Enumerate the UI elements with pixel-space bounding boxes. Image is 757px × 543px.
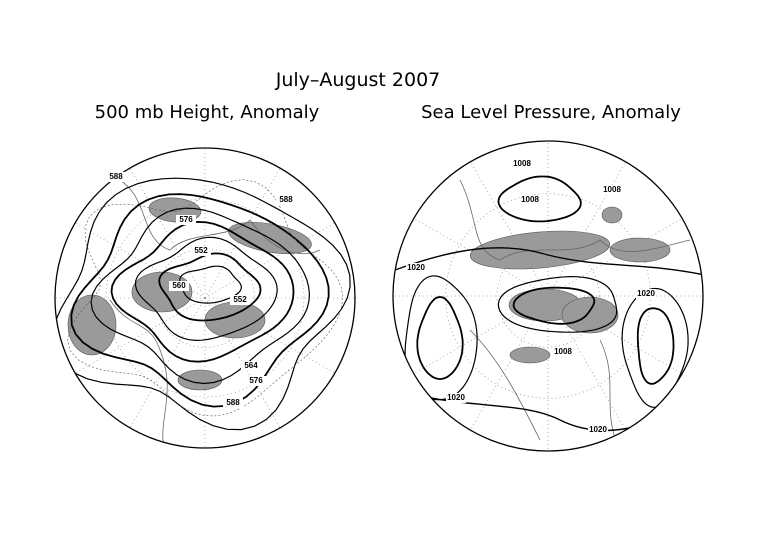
contour-label: 588 [109, 172, 123, 181]
label-backing [553, 347, 573, 357]
contour-label: 560 [172, 281, 186, 290]
contour-label: 552 [194, 246, 208, 255]
pressure-contour [404, 275, 478, 401]
anomaly-shading [609, 237, 671, 263]
meridian-line [204, 167, 281, 299]
panel-subtitle: 500 mb Height, Anomaly [95, 102, 320, 123]
label-backing [191, 246, 211, 256]
contour-labels: 588 588 576 552 560 552 564 576 588 1008 1008 1008 1… [106, 159, 656, 435]
contour-label: 588 [226, 398, 240, 407]
anomaly-shading [601, 206, 623, 224]
pressure-contour [512, 286, 596, 325]
map-panel [393, 141, 703, 451]
label-backing [230, 295, 250, 305]
label-backing [241, 361, 261, 371]
contour-label: 1020 [407, 263, 425, 272]
contour-label: 588 [279, 195, 293, 204]
anomaly-shading [131, 271, 193, 313]
anomaly-shading [177, 369, 223, 391]
label-backing [512, 159, 532, 169]
contour-label: 576 [249, 376, 263, 385]
height-contour [158, 252, 262, 322]
contour-label: 1020 [637, 289, 655, 298]
contour-label: 1020 [447, 393, 465, 402]
pressure-contour [636, 307, 675, 385]
meridian-line [74, 297, 206, 374]
contour-label: 1008 [513, 159, 531, 168]
contour-label: 564 [244, 361, 258, 370]
meridian-line [129, 167, 206, 299]
contour-label: 1008 [603, 185, 621, 194]
label-backing [223, 398, 243, 408]
latitude-line [445, 193, 651, 399]
pressure-contour [416, 296, 464, 380]
contour-label: 1008 [521, 195, 539, 204]
label-backing [406, 263, 426, 273]
label-backing [106, 172, 126, 182]
anomaly-shading [509, 346, 551, 364]
height-contour [90, 207, 311, 385]
contour-label: 552 [233, 295, 247, 304]
coastline [109, 179, 321, 448]
map-border [392, 140, 704, 452]
label-backing [636, 289, 656, 299]
label-backing [602, 185, 622, 195]
pressure-contour [497, 275, 618, 333]
label-backing [276, 195, 296, 205]
label-backing [169, 281, 189, 291]
contour-label: 1020 [589, 425, 607, 434]
latitude-line [105, 198, 305, 398]
height-contour [110, 220, 295, 363]
meridian-line [204, 222, 336, 299]
contour-label: 1008 [554, 347, 572, 356]
label-backing [446, 393, 466, 403]
pressure-contour [394, 247, 703, 276]
label-backing [520, 195, 540, 205]
panel-subtitle: Sea Level Pressure, Anomaly [421, 102, 681, 123]
height-contour [134, 236, 278, 342]
anomaly-contour [67, 179, 344, 417]
figure-title: July–August 2007 [275, 69, 441, 91]
label-backing [588, 425, 608, 435]
label-backing [176, 215, 196, 225]
label-backing [246, 376, 266, 386]
anomaly-shading [561, 296, 619, 334]
height-contour [55, 177, 351, 431]
contour-label: 576 [179, 215, 193, 224]
map-border [54, 147, 356, 449]
pressure-contour [497, 175, 582, 223]
